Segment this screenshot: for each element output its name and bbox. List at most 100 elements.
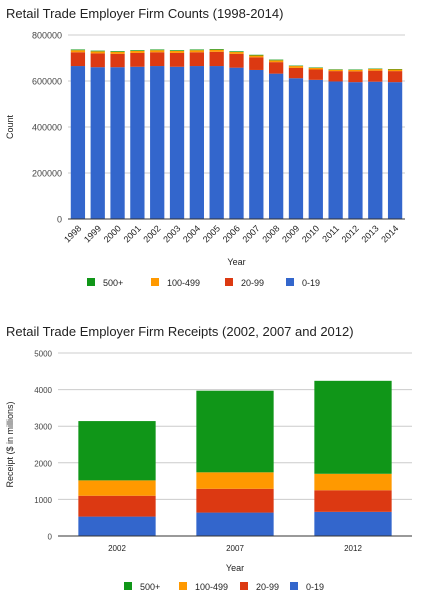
chart1-bar-20-99-2008 [269,62,284,74]
chart1-bar-20-99-2006 [229,53,244,68]
chart1-bar-0-19-2003 [169,66,185,220]
chart2-legend-swatch-100-499 [179,582,187,590]
chart1-bar-0-19-2013 [368,81,383,219]
chart1-bar-500+-2008 [269,59,284,61]
chart2-y-tick-label: 2000 [34,459,52,468]
chart1-legend-swatch-100-499 [151,278,159,286]
chart2-x-tick-label: 2007 [226,544,244,553]
chart2-legend-swatch-500+ [124,582,132,590]
chart1-bar-0-19-1998 [70,66,86,219]
chart2-x-tick-label: 2002 [108,544,126,553]
chart2-x-axis-title: Year [226,563,244,573]
chart1-bar-20-99-1998 [70,52,86,67]
chart1-bar-20-99-2011 [328,71,343,82]
chart2-bar-500+-2002 [78,421,156,481]
chart1-bar-100-499-2002 [150,50,165,53]
chart1-bar-0-19-2005 [209,66,224,219]
chart2-legend-label-100-499: 100-499 [195,582,228,592]
chart2-legend-label-500+: 500+ [140,582,160,592]
chart2-y-tick-label: 3000 [34,423,52,432]
chart1-bar-0-19-2012 [348,82,363,220]
chart2-legend-swatch-20-99 [240,582,248,590]
chart1-bar-100-499-2004 [189,50,204,53]
chart2-legend-swatch-0-19 [290,582,298,590]
chart1-legend-label-0-19: 0-19 [302,278,320,288]
chart1-bar-100-499-2003 [169,50,185,53]
chart2-title: Retail Trade Employer Firm Receipts (200… [6,324,354,339]
chart1-bar-20-99-2013 [368,70,383,82]
chart1-bar-500+-1999 [90,50,105,52]
chart1-bar-20-99-2004 [189,52,204,67]
chart1-bar-0-19-2001 [130,66,145,220]
chart1-bar-100-499-2006 [229,52,244,54]
chart2-bar-20-99-2007 [196,488,274,513]
chart2-bar-100-499-2012 [314,473,392,491]
chart1-bar-100-499-2014 [387,69,403,72]
chart1-y-tick-label: 200000 [32,169,62,179]
chart1-bar-100-499-2010 [308,67,323,70]
chart1-legend-label-100-499: 100-499 [167,278,200,288]
chart2-y-tick-label: 4000 [34,386,52,395]
chart1-bar-0-19-2014 [387,82,403,220]
chart1-bar-0-19-2007 [249,69,264,220]
chart2-bar-0-19-2007 [196,512,274,536]
chart2-bar-20-99-2002 [78,495,156,517]
chart1-y-tick-label: 800000 [32,31,62,41]
chart1-bar-100-499-2007 [249,55,264,58]
chart2-bar-100-499-2007 [196,472,274,489]
chart1-bar-0-19-2008 [269,73,284,219]
chart1-bar-20-99-2010 [308,69,323,80]
chart1-bar-500+-2001 [130,50,145,51]
chart2-y-tick-label: 0 [48,533,53,542]
chart1-legend-swatch-500+ [87,278,95,286]
chart2-y-axis-title: Receipt ($ in millions) [5,401,15,487]
chart2-legend-label-0-19: 0-19 [306,582,324,592]
chart1-bar-0-19-1999 [90,67,105,219]
chart1-bar-20-99-2000 [110,53,125,68]
chart1-y-tick-label: 0 [57,215,62,225]
chart1-bar-20-99-2014 [387,71,403,83]
chart2-legend-label-20-99: 20-99 [256,582,279,592]
chart1-bar-20-99-2003 [169,52,185,67]
chart1-bar-0-19-2011 [328,81,343,220]
chart2-bar-0-19-2002 [78,516,156,536]
chart1-bar-100-499-2013 [368,69,383,71]
chart1-bar-20-99-2012 [348,71,363,83]
chart1-bar-100-499-2011 [328,69,343,72]
chart1-y-tick-label: 400000 [32,123,62,133]
chart1-bar-20-99-2007 [249,57,264,70]
chart1-bar-500+-2006 [229,51,244,53]
chart1-bar-100-499-1998 [70,50,86,53]
chart1-bar-500+-2004 [189,49,204,51]
chart1-bar-0-19-2000 [110,67,125,219]
chart1-bar-100-499-2001 [130,50,145,53]
chart1-bar-500+-1998 [70,49,86,51]
chart1-x-axis-title: Year [227,257,245,267]
chart2-x-tick-label: 2012 [344,544,362,553]
chart2-bar-500+-2012 [314,380,392,474]
chart2-bar-500+-2007 [196,390,274,473]
chart1-title: Retail Trade Employer Firm Counts (1998-… [6,6,284,21]
chart1-bar-100-499-2000 [110,51,125,54]
chart1-bar-100-499-2012 [348,69,363,72]
chart1-bar-0-19-2006 [229,67,244,219]
chart1-bar-500+-2007 [249,54,264,56]
chart1-bar-20-99-2005 [209,51,224,67]
chart1-bar-20-99-1999 [90,53,105,68]
chart1-legend-swatch-0-19 [286,278,294,286]
chart2-bar-0-19-2012 [314,511,392,536]
chart1-bar-500+-2000 [110,51,125,52]
chart1-bar-500+-2005 [209,49,224,50]
chart1-y-tick-label: 600000 [32,77,62,87]
chart1-legend-label-20-99: 20-99 [241,278,264,288]
chart1-bar-20-99-2001 [130,52,145,67]
chart1-bar-0-19-2002 [150,66,165,219]
chart1-bar-0-19-2009 [288,78,304,220]
chart1-svg: 0200000400000600000800000199819992000200… [5,31,405,288]
chart2-bar-20-99-2012 [314,490,392,512]
chart2-y-tick-label: 5000 [34,350,52,359]
chart1-y-axis-title: Count [5,115,15,140]
chart2-bar-100-499-2002 [78,480,156,496]
chart1-bar-20-99-2009 [288,67,304,79]
